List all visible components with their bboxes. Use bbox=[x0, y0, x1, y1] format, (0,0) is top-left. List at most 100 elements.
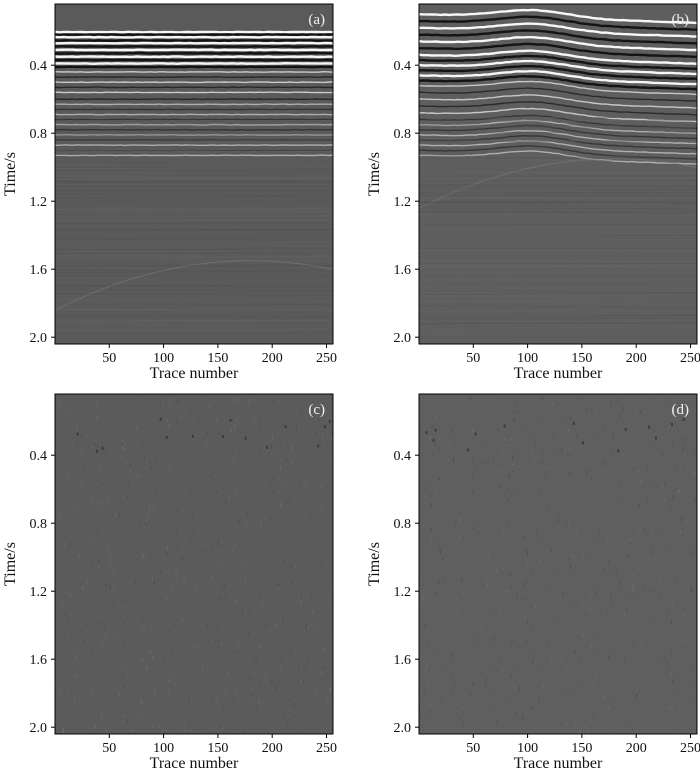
noise-speck bbox=[154, 450, 156, 454]
noise-speck bbox=[672, 492, 674, 494]
noise-speck bbox=[99, 545, 101, 549]
texture-line bbox=[419, 271, 697, 274]
noise-speck bbox=[159, 439, 161, 442]
noise-speck bbox=[523, 582, 525, 586]
noise-speck bbox=[91, 498, 93, 503]
noise-speck bbox=[304, 665, 306, 670]
noise-speck bbox=[569, 447, 570, 450]
noise-speck bbox=[429, 483, 431, 485]
noise-speck bbox=[293, 536, 295, 538]
noise-speck bbox=[467, 448, 469, 452]
texture-line bbox=[55, 270, 333, 273]
noise-speck bbox=[64, 541, 66, 546]
noise-speck bbox=[172, 427, 174, 433]
noise-speck bbox=[221, 541, 223, 544]
noise-speck bbox=[213, 469, 215, 474]
texture-line bbox=[419, 321, 697, 324]
noise-speck bbox=[514, 399, 516, 402]
noise-speck bbox=[229, 495, 230, 499]
texture-line bbox=[55, 194, 333, 197]
noise-speck bbox=[296, 596, 298, 600]
noise-speck bbox=[206, 433, 208, 437]
noise-speck bbox=[267, 452, 269, 454]
noise-speck bbox=[643, 670, 645, 675]
noise-speck bbox=[282, 581, 284, 583]
noise-speck bbox=[428, 434, 430, 436]
noise-speck bbox=[184, 579, 186, 584]
y-axis-label: Time/s bbox=[2, 542, 19, 586]
noise-speck bbox=[182, 732, 183, 734]
noise-speck bbox=[489, 677, 491, 681]
noise-speck bbox=[155, 457, 157, 462]
noise-speck bbox=[533, 583, 535, 588]
y-tick-label: 0.4 bbox=[394, 59, 412, 74]
noise-speck bbox=[676, 577, 678, 581]
noise-speck bbox=[676, 600, 678, 602]
noise-speck bbox=[690, 701, 692, 704]
texture-line bbox=[419, 259, 697, 262]
texture-line bbox=[55, 253, 333, 256]
noise-speck bbox=[229, 472, 231, 474]
reflector bbox=[419, 8, 697, 25]
noise-speck bbox=[293, 703, 295, 706]
noise-speck bbox=[474, 447, 476, 451]
noise-speck bbox=[672, 495, 674, 500]
noise-speck bbox=[671, 423, 673, 426]
noise-speck bbox=[640, 411, 641, 414]
noise-speck bbox=[463, 519, 465, 523]
texture-line bbox=[55, 248, 333, 250]
noise-speck bbox=[204, 509, 206, 514]
noise-speck bbox=[181, 556, 183, 561]
texture-line bbox=[419, 320, 697, 323]
noise-speck bbox=[610, 594, 612, 600]
noise-speck bbox=[127, 671, 129, 676]
noise-speck bbox=[289, 516, 291, 519]
noise-speck bbox=[82, 406, 84, 408]
noise-speck bbox=[653, 481, 654, 486]
noise-speck bbox=[109, 585, 111, 590]
noise-speck bbox=[679, 489, 681, 494]
noise-speck bbox=[64, 614, 65, 616]
reflector bbox=[55, 48, 333, 52]
noise-speck bbox=[169, 468, 171, 471]
noise-speck bbox=[300, 599, 302, 605]
noise-speck bbox=[615, 522, 617, 527]
texture-line bbox=[55, 332, 333, 335]
x-tick-label: 250 bbox=[680, 741, 700, 756]
noise-speck bbox=[73, 698, 75, 703]
noise-speck bbox=[142, 700, 144, 705]
noise-speck bbox=[485, 681, 487, 686]
noise-speck bbox=[564, 581, 566, 585]
noise-speck bbox=[480, 671, 482, 675]
noise-speck bbox=[576, 524, 578, 528]
noise-speck bbox=[197, 727, 199, 731]
noise-speck bbox=[315, 432, 317, 437]
y-tick-label: 0.8 bbox=[394, 127, 412, 142]
noise-speck bbox=[589, 593, 591, 599]
noise-speck bbox=[511, 698, 512, 702]
noise-speck bbox=[693, 471, 695, 474]
noise-speck bbox=[479, 424, 481, 426]
noise-speck bbox=[472, 397, 474, 402]
noise-speck bbox=[428, 642, 430, 648]
noise-speck bbox=[667, 469, 669, 471]
noise-speck bbox=[516, 646, 518, 651]
noise-speck bbox=[167, 650, 169, 655]
noise-speck bbox=[452, 689, 454, 694]
noise-speck bbox=[207, 673, 209, 676]
texture-line bbox=[419, 116, 697, 119]
noise-speck bbox=[589, 718, 591, 721]
noise-speck bbox=[432, 729, 434, 733]
noise-speck bbox=[487, 583, 489, 588]
noise-speck bbox=[667, 667, 669, 672]
noise-speck bbox=[488, 555, 490, 560]
y-tick-label: 0.4 bbox=[30, 449, 48, 464]
noise-speck bbox=[205, 442, 207, 447]
noise-speck bbox=[434, 592, 436, 596]
noise-speck bbox=[318, 571, 320, 573]
noise-speck bbox=[173, 624, 175, 628]
noise-speck bbox=[184, 536, 186, 540]
noise-speck bbox=[245, 620, 247, 623]
noise-speck bbox=[548, 504, 550, 510]
